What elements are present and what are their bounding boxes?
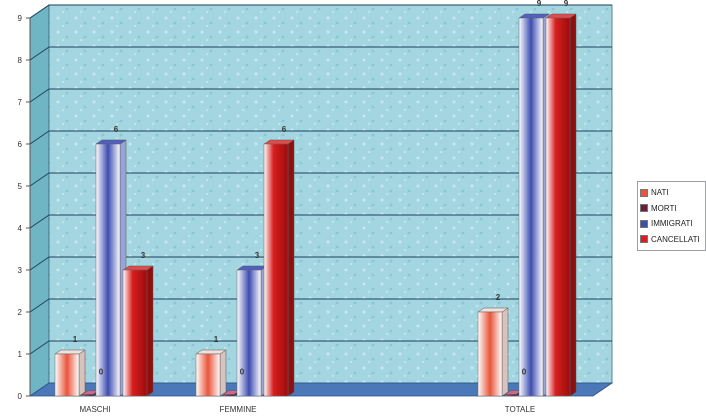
bar-cancellati-totale bbox=[545, 13, 577, 397]
legend: NATI MORTI IMMIGRATI CANCELLATI bbox=[637, 181, 706, 251]
bar-immigrati-femmine bbox=[236, 265, 268, 397]
x-axis: MASCHI FEMMINE TOTALE bbox=[79, 405, 535, 414]
bar-front bbox=[122, 269, 148, 397]
grid-line-side bbox=[29, 298, 50, 313]
grid-line-side bbox=[29, 46, 50, 61]
legend-swatch-nati bbox=[640, 188, 648, 197]
data-label: 9 bbox=[537, 0, 542, 8]
y-tick-label: 2 bbox=[18, 308, 23, 317]
y-tick-label: 8 bbox=[18, 56, 23, 65]
legend-item-morti: MORTI bbox=[640, 201, 703, 217]
y-tick-label: 6 bbox=[18, 140, 23, 149]
bar-front bbox=[263, 143, 289, 397]
bar-cancellati-femmine bbox=[263, 139, 295, 397]
x-tick-label: TOTALE bbox=[505, 405, 535, 414]
data-label: 0 bbox=[522, 368, 527, 377]
bar-side bbox=[219, 349, 227, 397]
grid-lines bbox=[29, 4, 612, 355]
data-label: 1 bbox=[214, 335, 219, 344]
bar-front bbox=[81, 394, 94, 397]
data-label: 0 bbox=[99, 368, 104, 377]
bar-front bbox=[477, 311, 503, 397]
y-tick-label: 1 bbox=[18, 350, 23, 359]
legend-item-cancellati: CANCELLATI bbox=[640, 232, 703, 248]
bar-front bbox=[195, 353, 221, 397]
grid-line-side bbox=[29, 214, 50, 229]
bar-front bbox=[222, 394, 235, 397]
y-tick-label: 3 bbox=[18, 266, 23, 275]
grid-line-side bbox=[29, 4, 50, 19]
bar-side bbox=[501, 307, 509, 397]
y-axis: 0 1 2 3 4 5 6 7 8 9 bbox=[18, 14, 31, 401]
bars bbox=[54, 13, 577, 397]
data-label: 2 bbox=[496, 293, 501, 302]
y-tick-label: 5 bbox=[18, 182, 23, 191]
bar-immigrati-totale bbox=[518, 13, 550, 397]
data-label: 3 bbox=[255, 251, 260, 260]
legend-item-immigrati: IMMIGRATI bbox=[640, 216, 703, 232]
data-label: 6 bbox=[114, 125, 119, 134]
legend-swatch-cancellati bbox=[640, 235, 648, 244]
data-label: 9 bbox=[564, 0, 569, 8]
grid-line-side bbox=[29, 172, 50, 187]
legend-label-immigrati: IMMIGRATI bbox=[651, 219, 693, 229]
data-label: 0 bbox=[240, 368, 245, 377]
bar-side bbox=[569, 13, 577, 397]
bar-nati-maschi bbox=[54, 349, 86, 397]
legend-swatch-immigrati bbox=[640, 219, 648, 228]
bar-nati-femmine bbox=[195, 349, 227, 397]
legend-label-nati: NATI bbox=[651, 188, 669, 198]
data-labels: 1 0 6 3 1 0 3 6 2 0 9 9 bbox=[73, 0, 569, 377]
bar-side bbox=[146, 265, 154, 397]
chart-floor bbox=[28, 382, 614, 397]
bar-nati-totale bbox=[477, 307, 509, 397]
legend-label-cancellati: CANCELLATI bbox=[651, 234, 700, 244]
grid-line-side bbox=[29, 88, 50, 103]
bar-front bbox=[518, 17, 544, 397]
bar-front bbox=[236, 269, 262, 397]
x-tick-label: FEMMINE bbox=[220, 405, 257, 414]
legend-item-nati: NATI bbox=[640, 185, 703, 201]
data-label: 1 bbox=[73, 335, 78, 344]
grid-line-side bbox=[29, 130, 50, 145]
bar-front bbox=[504, 394, 517, 397]
bar-front bbox=[54, 353, 80, 397]
grid-line-side bbox=[29, 340, 50, 355]
bar-side bbox=[78, 349, 86, 397]
y-tick-label: 9 bbox=[18, 14, 23, 23]
grid-line-side bbox=[29, 256, 50, 271]
data-label: 6 bbox=[282, 125, 287, 134]
bar-side bbox=[287, 139, 295, 397]
chart-side-wall bbox=[29, 4, 50, 397]
bar-front bbox=[95, 143, 121, 397]
data-label: 3 bbox=[141, 251, 146, 260]
legend-swatch-morti bbox=[640, 204, 648, 213]
legend-label-morti: MORTI bbox=[651, 203, 677, 213]
y-tick-label: 4 bbox=[18, 224, 23, 233]
y-tick-label: 0 bbox=[18, 392, 23, 401]
y-tick-label: 7 bbox=[18, 98, 23, 107]
bar-cancellati-maschi bbox=[122, 265, 154, 397]
bar-immigrati-maschi bbox=[95, 139, 127, 397]
bar-front bbox=[545, 17, 571, 397]
x-tick-label: MASCHI bbox=[79, 405, 110, 414]
